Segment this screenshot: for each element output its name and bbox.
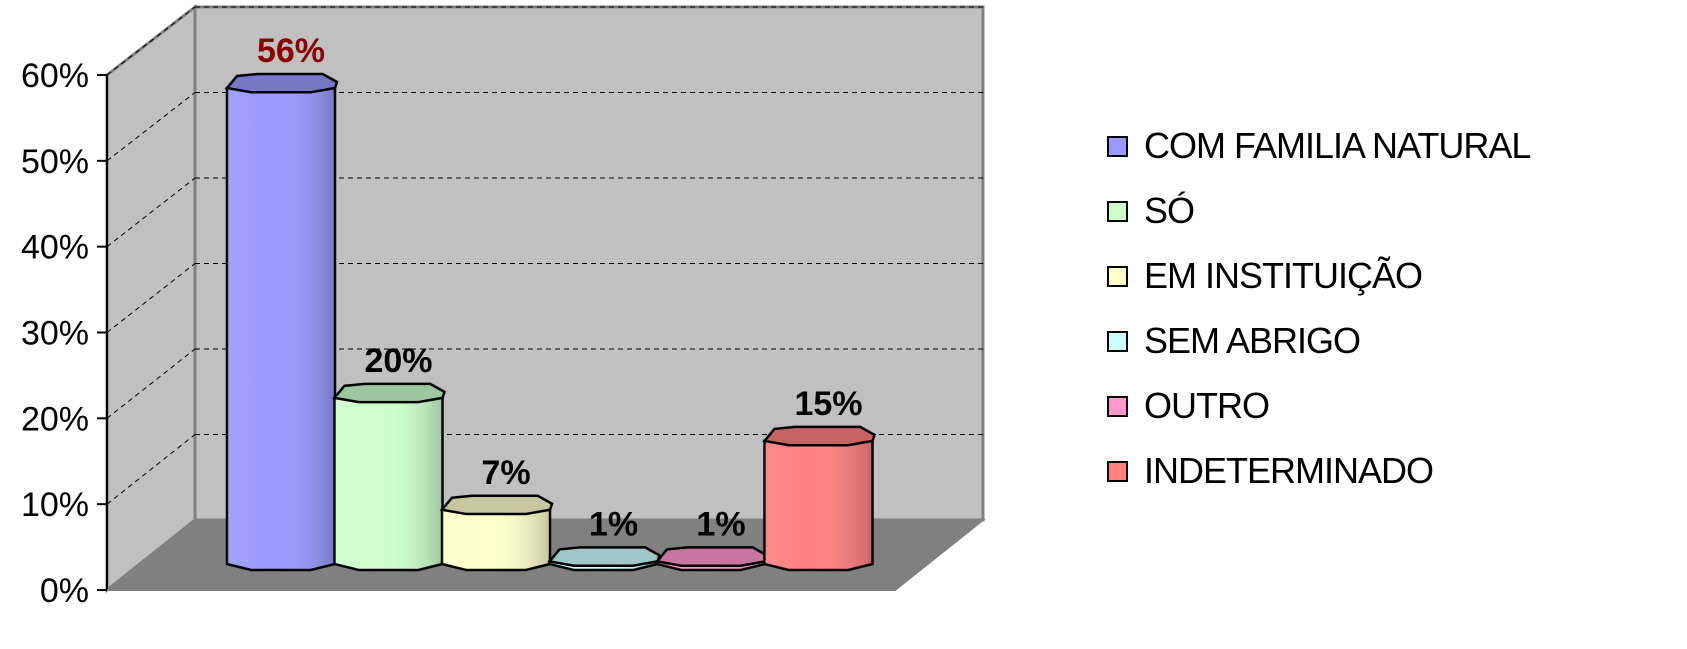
bar-top xyxy=(439,494,554,516)
bar xyxy=(224,72,339,572)
bar-top xyxy=(332,382,447,404)
legend-label: EM INSTITUIÇÃO xyxy=(1144,255,1422,296)
legend-item: EM INSTITUIÇÃO xyxy=(1107,255,1423,296)
legend-item: SÓ xyxy=(1107,190,1195,231)
data-label: 56% xyxy=(257,32,325,70)
data-label: 1% xyxy=(589,505,638,543)
y-tick-label: 50% xyxy=(21,143,89,181)
legend-label: SEM ABRIGO xyxy=(1144,320,1360,361)
gridline-side xyxy=(106,434,196,505)
y-tick-label: 60% xyxy=(21,57,89,95)
legend-item: SEM ABRIGO xyxy=(1107,320,1361,361)
gridline-side xyxy=(106,177,196,248)
legend-swatch xyxy=(1107,396,1128,417)
legend-swatch xyxy=(1107,461,1128,482)
bar-shade xyxy=(442,509,550,570)
bar xyxy=(547,546,662,572)
legend-item: COM FAMILIA NATURAL xyxy=(1107,125,1531,166)
bar-top xyxy=(547,546,662,567)
legend-swatch xyxy=(1107,136,1128,157)
bar xyxy=(332,382,447,572)
legend-label: OUTRO xyxy=(1144,385,1269,426)
bars xyxy=(107,72,895,591)
legend-label: COM FAMILIA NATURAL xyxy=(1144,125,1530,166)
data-label: 15% xyxy=(794,385,862,423)
bar-top xyxy=(224,72,339,94)
bar-top xyxy=(762,425,877,447)
legend-label: SÓ xyxy=(1144,190,1194,231)
data-label: 7% xyxy=(481,454,530,492)
y-tick-label: 10% xyxy=(21,486,89,524)
data-labels: 56% 20% 7% 1% 1% 15% xyxy=(257,32,863,543)
bar xyxy=(439,494,554,572)
legend-item: INDETERMINADO xyxy=(1107,450,1434,491)
bar-top xyxy=(654,546,769,567)
y-tick-label: 30% xyxy=(21,315,89,353)
data-label: 20% xyxy=(364,342,432,380)
y-tick-label: 40% xyxy=(21,229,89,267)
bar-shade xyxy=(227,88,335,570)
bar xyxy=(762,425,877,572)
legend-swatch xyxy=(1107,331,1128,352)
bar xyxy=(654,546,769,572)
legend-label: INDETERMINADO xyxy=(1144,450,1433,491)
legend-item: OUTRO xyxy=(1107,385,1270,426)
bar-shade xyxy=(764,440,873,570)
data-label: 1% xyxy=(696,505,745,543)
y-tick-label: 20% xyxy=(21,400,89,438)
legend-swatch xyxy=(1107,266,1128,287)
bar-shade xyxy=(334,397,443,570)
y-axis: 0% 10% 20% 30% 40% 50% 60% xyxy=(21,57,108,610)
gridline-side xyxy=(106,348,196,419)
gridline-side xyxy=(106,6,196,76)
y-tick-label: 0% xyxy=(40,572,89,610)
gridline-side xyxy=(106,92,196,162)
legend-swatch xyxy=(1107,201,1128,222)
gridline-side xyxy=(106,263,196,333)
legend: COM FAMILIA NATURAL SÓ EM INSTITUIÇÃO SEM A… xyxy=(1107,125,1531,491)
